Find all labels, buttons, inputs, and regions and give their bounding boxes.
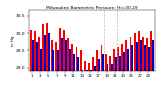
Bar: [88, 63, 90, 87]
Bar: [40, 49, 42, 87]
Bar: [38, 37, 40, 87]
Bar: [80, 50, 82, 87]
Bar: [67, 38, 69, 87]
Bar: [100, 45, 102, 87]
Bar: [42, 24, 44, 87]
Bar: [119, 56, 121, 87]
Bar: [109, 56, 111, 87]
Bar: [115, 57, 117, 87]
Bar: [57, 50, 59, 87]
Bar: [94, 66, 96, 87]
Bar: [59, 28, 61, 87]
Bar: [32, 40, 34, 87]
Bar: [98, 59, 100, 87]
Bar: [30, 30, 32, 87]
Bar: [140, 40, 142, 87]
Bar: [142, 37, 144, 87]
Bar: [77, 57, 79, 87]
Bar: [105, 54, 107, 87]
Bar: [71, 44, 73, 87]
Bar: [92, 57, 94, 87]
Bar: [84, 61, 86, 87]
Bar: [73, 54, 75, 87]
Bar: [69, 49, 71, 87]
Bar: [63, 30, 65, 87]
Bar: [44, 35, 46, 87]
Bar: [132, 45, 133, 87]
Bar: [102, 54, 104, 87]
Bar: [134, 33, 136, 87]
Bar: [48, 33, 50, 87]
Bar: [90, 70, 92, 87]
Bar: [138, 31, 140, 87]
Y-axis label: in Hg: in Hg: [11, 36, 15, 46]
Bar: [51, 40, 52, 87]
Bar: [55, 42, 57, 87]
Bar: [144, 45, 146, 87]
Bar: [148, 47, 150, 87]
Bar: [96, 50, 98, 87]
Bar: [34, 31, 36, 87]
Bar: [127, 49, 129, 87]
Bar: [107, 64, 108, 87]
Bar: [130, 37, 132, 87]
Bar: [61, 38, 63, 87]
Bar: [46, 23, 48, 87]
Bar: [82, 70, 84, 87]
Bar: [146, 38, 148, 87]
Bar: [111, 64, 113, 87]
Bar: [121, 44, 123, 87]
Bar: [52, 50, 54, 87]
Bar: [113, 49, 115, 87]
Bar: [65, 40, 67, 87]
Bar: [76, 47, 77, 87]
Bar: [125, 40, 127, 87]
Bar: [123, 52, 125, 87]
Title: Milwaukee Barometric Pressure: Hi=30.29: Milwaukee Barometric Pressure: Hi=30.29: [46, 6, 138, 10]
Bar: [136, 42, 138, 87]
Bar: [117, 47, 119, 87]
Bar: [152, 40, 154, 87]
Bar: [36, 42, 38, 87]
Bar: [86, 70, 88, 87]
Bar: [150, 31, 152, 87]
